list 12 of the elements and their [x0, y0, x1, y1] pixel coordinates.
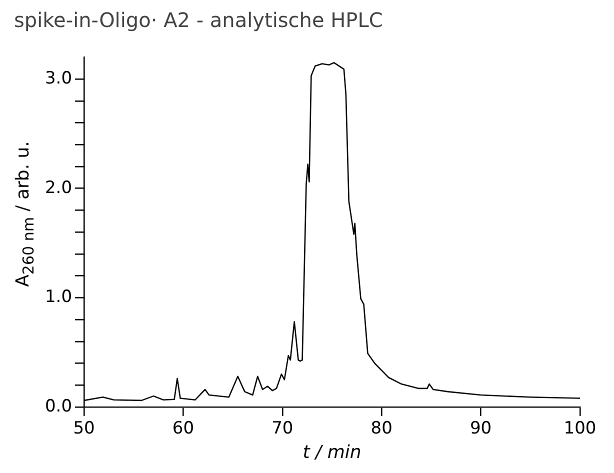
- y-tick-label: 0.0: [44, 396, 72, 416]
- y-tick-label: 3.0: [44, 68, 72, 88]
- y-tick-label: 1.0: [44, 287, 72, 308]
- chart-title: spike-in-Oligo· A2 - analytische HPLC: [13, 8, 384, 34]
- x-tick-label: 50: [73, 418, 95, 439]
- y-tick-label: 2.0: [44, 178, 72, 198]
- x-axis-title: t / min: [302, 442, 362, 463]
- x-tick-label: 80: [370, 418, 392, 439]
- x-tick-label: 100: [564, 418, 596, 439]
- x-tick-label: 90: [470, 418, 492, 439]
- x-tick-label: 60: [172, 418, 194, 439]
- x-tick-label: 70: [272, 418, 294, 439]
